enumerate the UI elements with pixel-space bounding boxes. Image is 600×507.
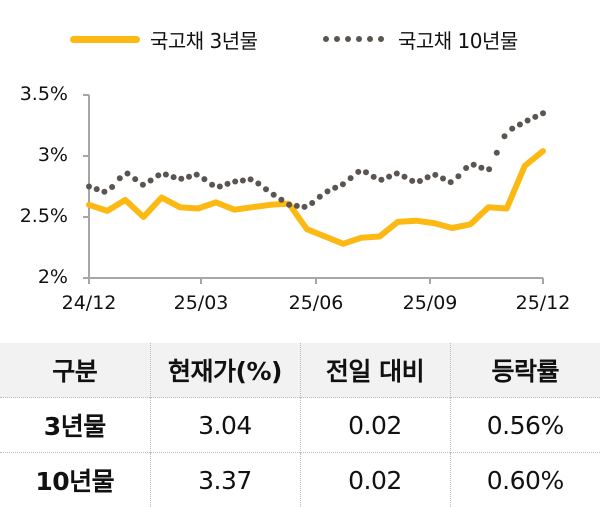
header-category: 구분 <box>0 343 150 398</box>
change-cell: 0.02 <box>300 453 450 507</box>
rate-cell: 0.60% <box>450 453 600 507</box>
axes <box>83 95 543 284</box>
row-label: 3년물 <box>0 398 150 453</box>
table-row: 10년물 3.37 0.02 0.60% <box>0 453 600 507</box>
rate-cell: 0.56% <box>450 398 600 453</box>
header-change: 전일 대비 <box>300 343 450 398</box>
price-cell: 3.37 <box>150 453 300 507</box>
bond-quote-table: 구분 현재가(%) 전일 대비 등락률 3년물 3.04 0.02 0.56% … <box>0 343 600 507</box>
x-tick-label: 25/09 <box>403 292 458 314</box>
legend-label-3y: 국고채 3년물 <box>150 25 258 54</box>
x-tick-label: 25/12 <box>516 292 571 314</box>
price-cell: 3.04 <box>150 398 300 453</box>
legend-item-3y: 국고채 3년물 <box>70 22 258 56</box>
chart-legend: 국고채 3년물 국고채 10년물 <box>0 22 600 56</box>
change-cell: 0.02 <box>300 398 450 453</box>
plot-area <box>0 70 600 330</box>
series-10y-dots <box>86 110 546 210</box>
table-row: 3년물 3.04 0.02 0.56% <box>0 398 600 453</box>
table-header-row: 구분 현재가(%) 전일 대비 등락률 <box>0 343 600 398</box>
legend-item-10y: 국고채 10년물 <box>322 22 518 56</box>
legend-label-10y: 국고채 10년물 <box>398 25 518 54</box>
header-price: 현재가(%) <box>150 343 300 398</box>
x-tick-label: 25/03 <box>174 292 229 314</box>
dotted-line-swatch-icon <box>322 34 388 44</box>
row-label: 10년물 <box>0 453 150 507</box>
x-tick-label: 25/06 <box>289 292 344 314</box>
header-rate: 등락률 <box>450 343 600 398</box>
x-tick-label: 24/12 <box>62 292 117 314</box>
solid-line-swatch-icon <box>70 36 140 43</box>
yield-line-chart: 3.5% 3% 2.5% 2% 24/12 25/03 25/06 25/09 … <box>0 70 600 330</box>
